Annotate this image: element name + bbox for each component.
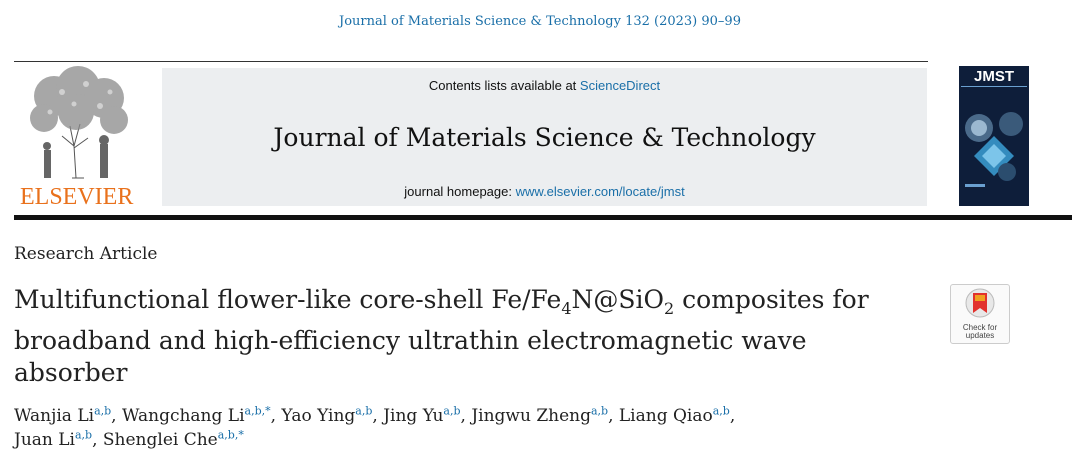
author[interactable]: Wangchang Lia,b,* xyxy=(121,404,271,426)
tree-icon xyxy=(30,66,128,179)
author-affiliation[interactable]: a,b,* xyxy=(217,428,244,442)
author[interactable]: Jing Yua,b xyxy=(383,404,461,426)
author-affiliation[interactable]: a,b xyxy=(443,404,461,418)
author-name[interactable]: Wangchang Li xyxy=(121,406,245,426)
author[interactable]: Wanjia Lia,b xyxy=(14,404,112,426)
bookmark-icon xyxy=(965,288,995,318)
check-for-updates-badge[interactable]: Check for updates xyxy=(950,284,1010,344)
contents-prefix: Contents lists available at xyxy=(428,78,577,93)
author[interactable]: Jingwu Zhenga,b xyxy=(471,404,609,426)
author-name[interactable]: Shenglei Che xyxy=(102,430,218,450)
homepage-link[interactable]: www.elsevier.com/locate/jmst xyxy=(515,184,685,199)
journal-title: Journal of Materials Science & Technolog… xyxy=(273,123,816,152)
elsevier-wordmark: ELSEVIER xyxy=(20,184,134,210)
author-affiliation[interactable]: a,b xyxy=(355,404,373,418)
author-list: Wanjia Lia,b, Wangchang Lia,b,*, Yao Yin… xyxy=(14,404,736,450)
elsevier-logo[interactable]: ELSEVIER xyxy=(14,66,144,210)
journal-citation[interactable]: Journal of Materials Science & Technolog… xyxy=(339,14,741,29)
author-affiliation[interactable]: a,b xyxy=(74,428,93,442)
author-affiliation[interactable]: a,b xyxy=(94,404,112,418)
top-rule xyxy=(14,61,928,62)
author[interactable]: Shenglei Chea,b,* xyxy=(102,428,244,450)
article-type: Research Article xyxy=(14,244,158,264)
author-name[interactable]: Jingwu Zheng xyxy=(471,406,591,426)
journal-cover[interactable]: JMST xyxy=(959,66,1029,206)
badge-label: Check for updates xyxy=(962,323,998,340)
author-name[interactable]: Juan Li xyxy=(14,430,75,450)
author-affiliation[interactable]: a,b,* xyxy=(244,404,271,418)
article-title: Multifunctional flower-like core-shell F… xyxy=(14,285,869,387)
homepage-prefix: journal homepage: xyxy=(404,184,512,199)
header-rule xyxy=(14,215,1072,220)
author-name[interactable]: Wanjia Li xyxy=(14,406,95,426)
author[interactable]: Liang Qiaoa,b xyxy=(618,404,730,426)
author[interactable]: Juan Lia,b xyxy=(14,428,93,450)
author-name[interactable]: Jing Yu xyxy=(383,406,444,426)
cover-title: JMST xyxy=(973,68,1014,85)
author-affiliation[interactable]: a,b xyxy=(590,404,609,418)
cover-art xyxy=(961,86,1027,187)
contents-line: Contents lists available at ScienceDirec… xyxy=(162,78,927,93)
journal-header: ELSEVIER Contents lists available at Sci… xyxy=(14,66,1072,210)
author-affiliation[interactable]: a,b xyxy=(712,404,730,418)
author-name[interactable]: Liang Qiao xyxy=(618,406,713,426)
journal-banner: Contents lists available at ScienceDirec… xyxy=(162,68,927,206)
author[interactable]: Yao Yinga,b xyxy=(281,404,373,426)
author-name[interactable]: Yao Ying xyxy=(281,406,356,426)
sciencedirect-link[interactable]: ScienceDirect xyxy=(579,78,661,93)
homepage-line: journal homepage: www.elsevier.com/locat… xyxy=(162,184,927,199)
